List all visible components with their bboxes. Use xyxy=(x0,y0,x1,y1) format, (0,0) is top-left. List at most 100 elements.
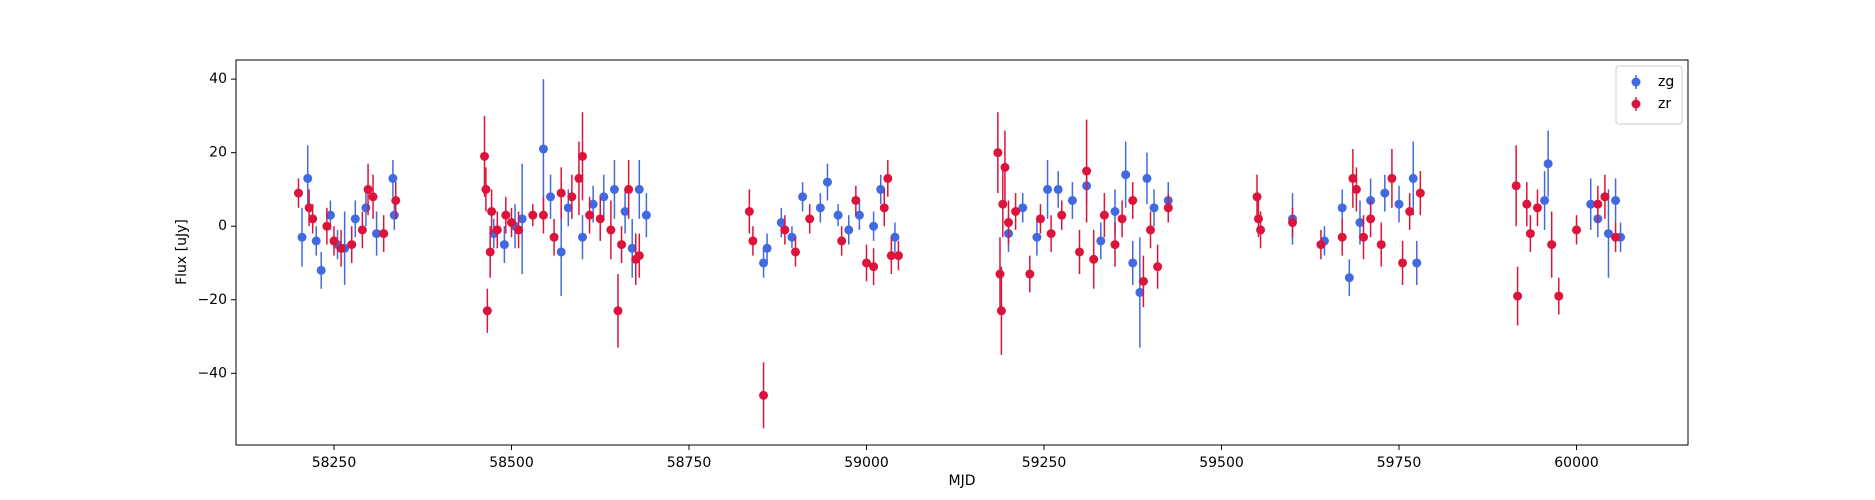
data-point xyxy=(876,184,886,194)
data-point xyxy=(1149,203,1159,213)
data-point xyxy=(1511,181,1521,191)
data-point xyxy=(1099,210,1109,220)
data-point xyxy=(1288,218,1298,228)
x-tick-label: 59000 xyxy=(844,455,889,471)
x-tick-label: 59750 xyxy=(1377,455,1422,471)
data-point xyxy=(303,173,313,183)
data-point xyxy=(617,240,627,250)
data-point xyxy=(995,269,1005,279)
data-point xyxy=(1253,214,1263,224)
data-point xyxy=(347,240,357,250)
data-point xyxy=(556,188,566,198)
legend-label: zg xyxy=(1658,74,1674,90)
data-point xyxy=(538,144,548,154)
y-tick-label: 20 xyxy=(209,145,227,161)
data-point xyxy=(1004,218,1014,228)
data-point xyxy=(609,184,619,194)
data-point xyxy=(879,203,889,213)
data-point xyxy=(1046,229,1056,239)
data-point xyxy=(388,173,398,183)
data-point xyxy=(833,210,843,220)
data-point xyxy=(1376,240,1386,250)
data-point xyxy=(862,258,872,268)
data-point xyxy=(297,232,307,242)
data-point xyxy=(837,236,847,246)
data-point xyxy=(308,214,318,224)
x-axis-label: MJD xyxy=(949,473,976,489)
data-point xyxy=(620,206,630,216)
data-point xyxy=(363,184,373,194)
data-point xyxy=(1121,170,1131,180)
data-point xyxy=(322,221,332,231)
data-point xyxy=(1057,210,1067,220)
data-point xyxy=(588,199,598,209)
data-point xyxy=(886,251,896,261)
data-point xyxy=(1344,273,1354,283)
data-point xyxy=(1513,291,1523,301)
data-point xyxy=(1405,206,1415,216)
data-point xyxy=(293,188,303,198)
data-point xyxy=(1586,199,1596,209)
data-point xyxy=(844,225,854,235)
data-point xyxy=(748,236,758,246)
data-point xyxy=(487,206,497,216)
data-point xyxy=(1603,229,1613,239)
y-tick-label: 40 xyxy=(209,71,227,87)
data-point xyxy=(357,225,367,235)
data-point xyxy=(1355,218,1365,228)
data-point xyxy=(869,221,879,231)
data-point xyxy=(762,243,772,253)
data-point xyxy=(1035,214,1045,224)
data-point xyxy=(883,173,893,183)
legend-marker xyxy=(1631,99,1641,109)
data-point xyxy=(1540,195,1550,205)
data-point xyxy=(1337,232,1347,242)
data-point xyxy=(316,265,326,275)
data-point xyxy=(1128,258,1138,268)
data-point xyxy=(577,151,587,161)
data-point xyxy=(1366,214,1376,224)
data-point xyxy=(1572,225,1582,235)
y-axis-label: Flux [uJy] xyxy=(174,219,190,285)
data-point xyxy=(1082,166,1092,176)
data-point xyxy=(595,214,605,224)
legend-marker xyxy=(1631,77,1641,87)
data-point xyxy=(1075,247,1085,257)
data-point xyxy=(311,236,321,246)
data-point xyxy=(759,258,769,268)
data-point xyxy=(556,247,566,257)
data-point xyxy=(815,203,825,213)
data-point xyxy=(574,173,584,183)
data-point xyxy=(514,225,524,235)
data-point xyxy=(869,262,879,272)
data-point xyxy=(1256,225,1266,235)
data-point xyxy=(1387,173,1397,183)
data-point xyxy=(1138,276,1148,286)
data-point xyxy=(1011,206,1021,216)
data-point xyxy=(1522,199,1532,209)
data-point xyxy=(1600,192,1610,202)
data-point xyxy=(1532,203,1542,213)
data-point xyxy=(1025,269,1035,279)
data-point xyxy=(1000,162,1010,172)
x-tick-label: 59250 xyxy=(1022,455,1067,471)
data-point xyxy=(890,232,900,242)
data-point xyxy=(1412,258,1422,268)
data-point xyxy=(996,306,1006,316)
data-point xyxy=(634,251,644,261)
data-point xyxy=(993,148,1003,158)
data-point xyxy=(485,247,495,257)
x-tick-label: 58750 xyxy=(667,455,712,471)
data-point xyxy=(1380,188,1390,198)
data-point xyxy=(549,232,559,242)
data-point xyxy=(528,210,538,220)
data-point xyxy=(482,306,492,316)
data-point xyxy=(372,229,382,239)
data-point xyxy=(1110,240,1120,250)
data-point xyxy=(379,229,389,239)
data-point xyxy=(606,225,616,235)
data-point xyxy=(1394,199,1404,209)
legend-label: zr xyxy=(1658,96,1671,112)
data-point xyxy=(634,184,644,194)
data-point xyxy=(1252,192,1262,202)
